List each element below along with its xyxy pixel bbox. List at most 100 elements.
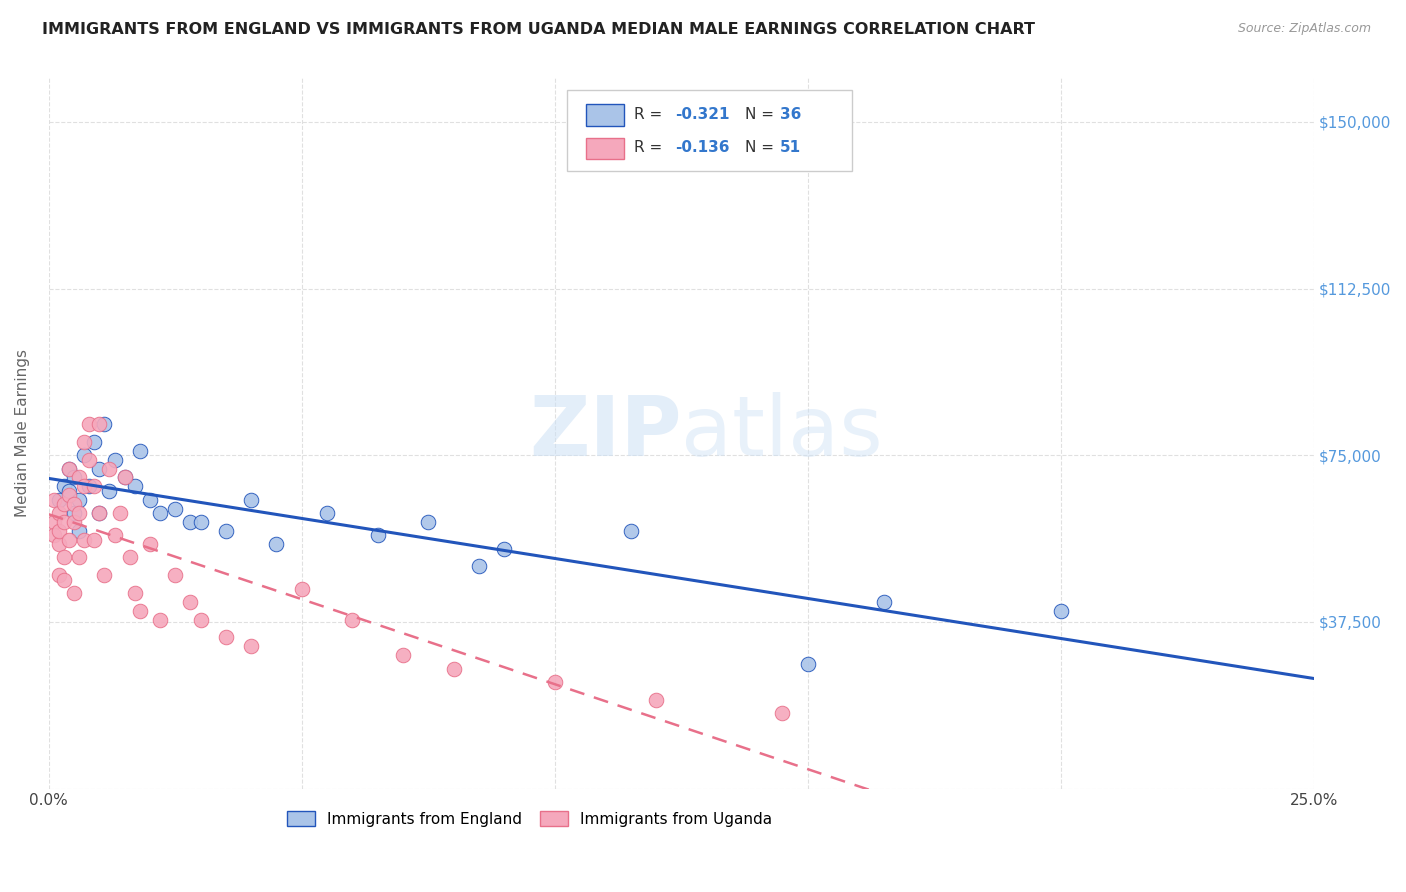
Point <box>52 515 75 529</box>
FancyBboxPatch shape <box>586 104 624 126</box>
Point <box>63 497 86 511</box>
Point <box>93 417 115 431</box>
Point <box>83 533 105 547</box>
Point <box>67 506 90 520</box>
Point <box>291 582 314 596</box>
Point <box>48 524 70 538</box>
Point <box>89 417 111 431</box>
Point <box>797 657 820 671</box>
Point <box>103 452 125 467</box>
Point <box>52 550 75 565</box>
Point <box>58 488 80 502</box>
Text: Source: ZipAtlas.com: Source: ZipAtlas.com <box>1237 22 1371 36</box>
Legend: Immigrants from England, Immigrants from Uganda: Immigrants from England, Immigrants from… <box>280 804 779 834</box>
Point <box>48 506 70 520</box>
Point <box>118 550 141 565</box>
Point <box>139 537 162 551</box>
Point <box>190 613 212 627</box>
Point <box>342 613 364 627</box>
Point <box>52 573 75 587</box>
Text: R =: R = <box>634 140 668 155</box>
Point <box>52 497 75 511</box>
Point <box>98 461 121 475</box>
Point <box>58 483 80 498</box>
Point <box>124 479 146 493</box>
Point <box>63 515 86 529</box>
Point <box>58 461 80 475</box>
Point <box>266 537 288 551</box>
Point <box>42 515 65 529</box>
Text: -0.136: -0.136 <box>675 140 730 155</box>
Point <box>52 479 75 493</box>
Point <box>240 492 263 507</box>
Point <box>124 586 146 600</box>
FancyBboxPatch shape <box>568 89 852 171</box>
Point <box>103 528 125 542</box>
Point <box>89 506 111 520</box>
Point <box>544 674 567 689</box>
Point <box>179 515 201 529</box>
Point <box>63 470 86 484</box>
Text: R =: R = <box>634 107 668 122</box>
Point <box>1049 604 1071 618</box>
Point <box>215 524 238 538</box>
Point <box>73 479 96 493</box>
Point <box>872 595 894 609</box>
Point <box>367 528 389 542</box>
Point <box>89 506 111 520</box>
Text: 51: 51 <box>780 140 801 155</box>
Point <box>48 568 70 582</box>
Point <box>77 417 100 431</box>
Point <box>494 541 516 556</box>
Point <box>179 595 201 609</box>
Text: 36: 36 <box>780 107 801 122</box>
Point <box>645 692 668 706</box>
Point <box>89 461 111 475</box>
Text: -0.321: -0.321 <box>675 107 730 122</box>
Point <box>67 492 90 507</box>
Point <box>468 559 491 574</box>
Point <box>190 515 212 529</box>
Point <box>83 434 105 449</box>
Point <box>108 506 131 520</box>
Point <box>42 492 65 507</box>
Point <box>77 479 100 493</box>
Point <box>620 524 643 538</box>
Point <box>73 448 96 462</box>
Point <box>48 492 70 507</box>
Point <box>73 533 96 547</box>
Text: atlas: atlas <box>682 392 883 474</box>
Point <box>392 648 415 663</box>
Text: N =: N = <box>745 140 779 155</box>
Point <box>149 613 172 627</box>
Point <box>58 533 80 547</box>
Point <box>93 568 115 582</box>
Point <box>67 524 90 538</box>
Point <box>128 604 150 618</box>
Point <box>73 434 96 449</box>
Point <box>67 550 90 565</box>
Point <box>48 537 70 551</box>
Point <box>316 506 339 520</box>
Point <box>128 443 150 458</box>
Text: IMMIGRANTS FROM ENGLAND VS IMMIGRANTS FROM UGANDA MEDIAN MALE EARNINGS CORRELATI: IMMIGRANTS FROM ENGLAND VS IMMIGRANTS FR… <box>42 22 1035 37</box>
Point <box>418 515 440 529</box>
Point <box>114 470 136 484</box>
Point <box>165 501 187 516</box>
Point <box>58 461 80 475</box>
Point <box>240 640 263 654</box>
Point <box>83 479 105 493</box>
Point <box>139 492 162 507</box>
Point <box>772 706 794 720</box>
Point <box>114 470 136 484</box>
Point <box>63 506 86 520</box>
Point <box>165 568 187 582</box>
Point <box>149 506 172 520</box>
Point <box>42 528 65 542</box>
Text: ZIP: ZIP <box>529 392 682 474</box>
Text: N =: N = <box>745 107 779 122</box>
Point <box>77 452 100 467</box>
Point <box>63 586 86 600</box>
Point <box>98 483 121 498</box>
FancyBboxPatch shape <box>586 138 624 159</box>
